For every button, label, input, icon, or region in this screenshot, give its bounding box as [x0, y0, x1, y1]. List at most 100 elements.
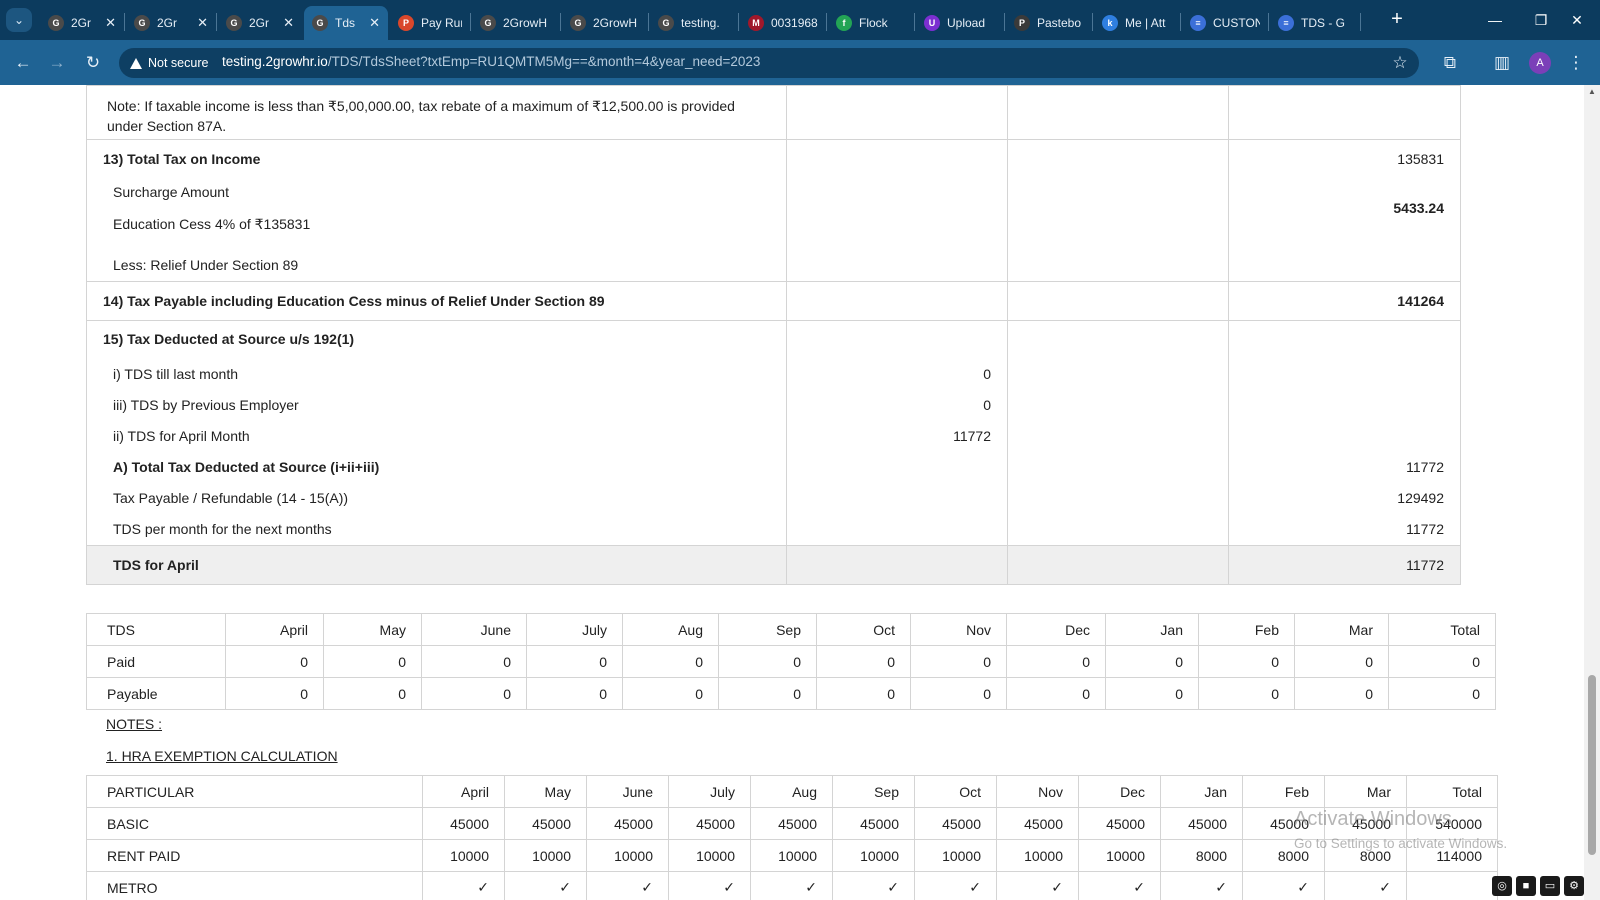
- tds-prev-employer-value: 0: [983, 397, 991, 413]
- tab-favicon-icon: k: [1102, 15, 1118, 31]
- table-cell: 10000: [914, 839, 997, 872]
- scrollbar-thumb[interactable]: [1588, 675, 1596, 855]
- new-tab-button[interactable]: +: [1391, 8, 1403, 30]
- table-cell: 0: [1294, 645, 1389, 678]
- browser-tab[interactable]: G 2GrowH: [562, 6, 648, 40]
- tab-title: Pastebo: [1037, 16, 1082, 30]
- browser-tab[interactable]: f Flock: [828, 6, 914, 40]
- browser-tab[interactable]: P Pay Run: [390, 6, 470, 40]
- browser-menu-icon[interactable]: ⋮: [1567, 53, 1585, 72]
- profile-avatar[interactable]: A: [1529, 52, 1551, 74]
- browser-tab[interactable]: M 0031968: [740, 6, 826, 40]
- table-cell: 0: [1105, 645, 1199, 678]
- tab-favicon-icon: G: [480, 15, 496, 31]
- window-icon[interactable]: ▭: [1540, 876, 1560, 896]
- table-row: METRO ✓ ✓ ✓ ✓ ✓ ✓ ✓ ✓ ✓ ✓ ✓ ✓: [86, 871, 1498, 900]
- table-cell: 8000: [1242, 839, 1325, 872]
- table-cell: ✓: [504, 871, 587, 900]
- browser-tab[interactable]: k Me | Att: [1094, 6, 1180, 40]
- table-cell: 0: [421, 645, 527, 678]
- page-scrollbar[interactable]: ▲: [1584, 85, 1600, 900]
- browser-tab[interactable]: U Upload: [916, 6, 1004, 40]
- tab-search-icon[interactable]: ⌄: [6, 8, 32, 32]
- section-14-title: 14) Tax Payable including Education Cess…: [103, 293, 605, 309]
- close-window-icon[interactable]: ✕: [1571, 12, 1583, 28]
- tab-separator: [1004, 13, 1005, 31]
- screenshot-icon[interactable]: ◎: [1492, 876, 1512, 896]
- row-label: BASIC: [86, 807, 423, 840]
- tab-favicon-icon: G: [312, 15, 328, 31]
- tab-favicon-icon: U: [924, 15, 940, 31]
- column-header: Feb: [1198, 613, 1295, 646]
- table-cell: 45000: [586, 807, 669, 840]
- table-cell: 0: [910, 645, 1007, 678]
- url-text[interactable]: testing.2growhr.io/TDS/TdsSheet?txtEmp=R…: [222, 54, 760, 69]
- bookmark-star-icon[interactable]: ☆: [1392, 53, 1408, 72]
- browser-tab[interactable]: ≡ TDS - G: [1270, 6, 1360, 40]
- column-header: Total: [1406, 775, 1498, 808]
- tab-close-icon[interactable]: ✕: [105, 15, 116, 30]
- reload-icon[interactable]: ↻: [85, 53, 101, 72]
- column-header: Nov: [910, 613, 1007, 646]
- browser-tab[interactable]: ≡ CUSTON: [1182, 6, 1268, 40]
- table-header-row: TDS April May June July Aug Sep Oct Nov Dec Jan Feb…: [86, 613, 1496, 646]
- tab-close-icon[interactable]: ✕: [283, 15, 294, 30]
- table-cell: ✓: [1160, 871, 1243, 900]
- section-13-total: 135831: [1397, 151, 1444, 167]
- column-header: July: [668, 775, 751, 808]
- security-label: Not secure: [148, 56, 209, 70]
- side-panel-icon[interactable]: ▥: [1493, 53, 1511, 72]
- tds-april-month-value: 11772: [953, 428, 991, 444]
- record-icon[interactable]: ■: [1516, 876, 1536, 896]
- section-13-row: 13) Total Tax on Income Surcharge Amount…: [86, 139, 1461, 282]
- column-header: Jan: [1160, 775, 1243, 808]
- table-cell: 10000: [422, 839, 505, 872]
- column-header: June: [586, 775, 669, 808]
- row-label: RENT PAID: [86, 839, 423, 872]
- column-header: Dec: [1078, 775, 1161, 808]
- minimize-icon[interactable]: —: [1488, 12, 1502, 28]
- cess-value: 5433.24: [1393, 200, 1444, 216]
- tab-separator: [1268, 13, 1269, 31]
- browser-tab[interactable]: G 2GrowH: [472, 6, 560, 40]
- rebate-note-line-2: under Section 87A.: [107, 118, 227, 134]
- browser-tab[interactable]: P Pastebo: [1006, 6, 1092, 40]
- tab-close-icon[interactable]: ✕: [197, 15, 208, 30]
- column-header: Nov: [996, 775, 1079, 808]
- tab-separator: [1092, 13, 1093, 31]
- column-header: Aug: [750, 775, 833, 808]
- table-row: RENT PAID 10000 10000 10000 10000 10000 10000 1…: [86, 839, 1498, 872]
- forward-icon[interactable]: →: [48, 53, 66, 72]
- restore-icon[interactable]: ❐: [1534, 12, 1548, 28]
- table-cell: 0: [526, 677, 623, 710]
- extensions-icon[interactable]: ⧉: [1443, 53, 1457, 72]
- column-header: Jan: [1105, 613, 1199, 646]
- table-cell: 10000: [586, 839, 669, 872]
- browser-tab[interactable]: G 2Gr ✕: [40, 6, 124, 40]
- table-cell: 10000: [750, 839, 833, 872]
- browser-tab[interactable]: G 2Gr ✕: [126, 6, 216, 40]
- table-cell: 10000: [832, 839, 915, 872]
- tax-calculation-table: Note: If taxable income is less than ₹5,…: [86, 85, 1461, 585]
- address-bar[interactable]: [119, 48, 1419, 78]
- settings-gear-icon[interactable]: ⚙: [1564, 876, 1584, 896]
- table-cell: ✓: [832, 871, 915, 900]
- tab-title: 0031968: [771, 16, 818, 30]
- column-header: Aug: [622, 613, 719, 646]
- browser-tab[interactable]: G 2Gr ✕: [218, 6, 302, 40]
- tab-separator: [1180, 13, 1181, 31]
- table-cell: 10000: [1078, 839, 1161, 872]
- tab-title: Pay Run: [421, 16, 462, 30]
- table-cell: ✓: [750, 871, 833, 900]
- tab-close-icon[interactable]: ✕: [369, 15, 380, 30]
- table-header-row: PARTICULAR April May June July Aug Sep Oct Nov De…: [86, 775, 1498, 808]
- scroll-up-arrow-icon[interactable]: ▲: [1588, 87, 1596, 96]
- table-cell: 45000: [504, 807, 587, 840]
- security-indicator[interactable]: Not secure: [130, 54, 208, 72]
- tab-title: testing.: [681, 16, 720, 30]
- activate-windows-watermark: Activate Windows: [1294, 808, 1452, 830]
- column-header: May: [323, 613, 422, 646]
- back-icon[interactable]: ←: [14, 53, 32, 72]
- browser-tab[interactable]: G Tds ✕: [304, 6, 388, 40]
